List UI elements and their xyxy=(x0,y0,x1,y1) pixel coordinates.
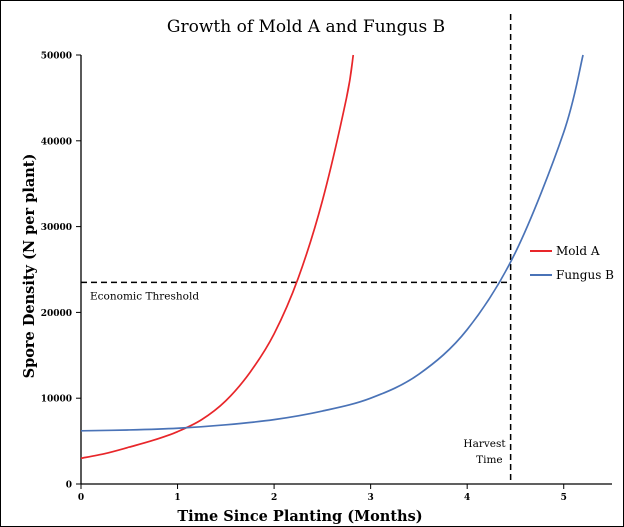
economic-threshold-label: Economic Threshold xyxy=(90,290,199,302)
reference-lines: Economic Threshold Harvest Time xyxy=(81,14,512,484)
x-axis-label: Time Since Planting (Months) xyxy=(177,508,422,525)
series-group xyxy=(80,54,584,460)
y-tick-label: 50000 xyxy=(41,52,72,62)
x-tick-label: 1 xyxy=(174,493,180,503)
x-tick-label: 4 xyxy=(464,493,470,503)
y-tick-label: 40000 xyxy=(41,137,72,147)
y-tick-label: 20000 xyxy=(41,309,72,319)
harvest-time-label-1: Harvest xyxy=(463,438,506,450)
legend-label-fungus-b: Fungus B xyxy=(556,268,614,282)
ticks: 0 1 2 3 4 5 0 10000 20000 30000 40000 50000 xyxy=(41,52,567,504)
y-axis-label: Spore Density (N per plant) xyxy=(21,154,38,379)
legend-label-mold-a: Mold A xyxy=(556,244,600,258)
y-tick-label: 0 xyxy=(66,481,72,491)
y-tick-label: 10000 xyxy=(41,395,72,405)
series-line-mold-a xyxy=(80,54,355,460)
chart-title: Growth of Mold A and Fungus B xyxy=(167,17,445,37)
x-tick-label: 3 xyxy=(368,493,374,503)
x-tick-label: 2 xyxy=(271,493,277,503)
series-line-fungus-b xyxy=(80,54,584,432)
legend: Mold A Fungus B xyxy=(530,244,614,282)
harvest-time-label-2: Time xyxy=(476,454,503,466)
x-tick-label: 0 xyxy=(78,493,84,503)
x-tick-label: 5 xyxy=(561,493,567,503)
y-tick-label: 30000 xyxy=(41,223,72,233)
axes xyxy=(80,55,612,485)
